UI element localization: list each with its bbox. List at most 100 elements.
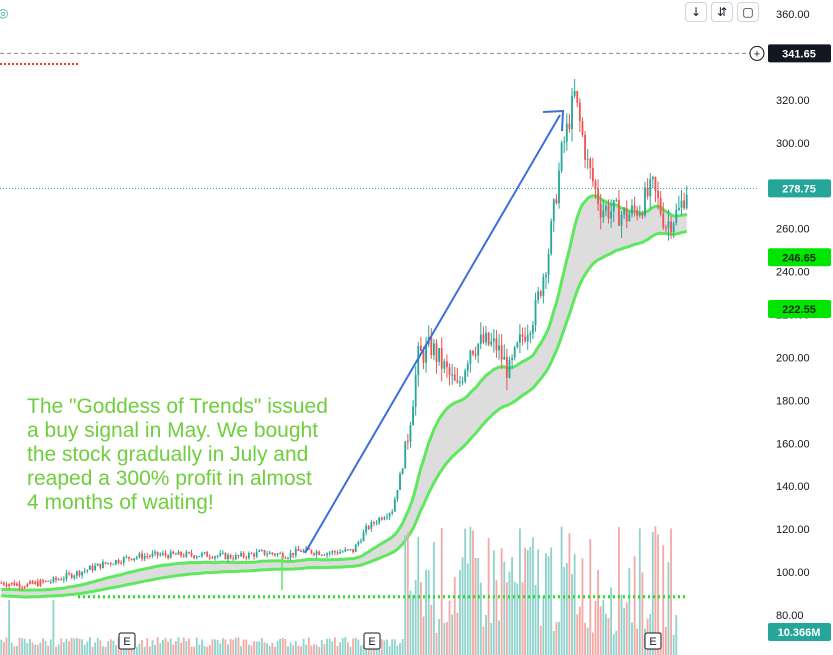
candle-body <box>446 361 448 368</box>
volume-bar <box>623 607 626 655</box>
candle-body <box>586 158 589 160</box>
volume-bar <box>479 582 482 655</box>
candle-body <box>604 205 607 211</box>
candle-body <box>453 374 456 381</box>
volume-bar <box>414 579 417 655</box>
volume-bar <box>500 548 503 655</box>
candle-body <box>526 335 529 342</box>
volume-bar <box>271 642 274 655</box>
candle-body <box>555 199 558 204</box>
candle-body <box>31 581 34 584</box>
candle-body <box>432 343 435 356</box>
rectangle-icon[interactable]: ▢ <box>737 2 759 22</box>
volume-bar <box>323 644 326 655</box>
candle-body <box>185 552 188 557</box>
candle-body <box>26 583 29 587</box>
candle-body <box>117 560 120 563</box>
volume-bar <box>638 528 641 655</box>
y-tick-label: 260.00 <box>776 224 810 236</box>
candle-body <box>662 213 665 228</box>
volume-bar <box>94 642 97 655</box>
candle-body <box>591 167 594 182</box>
candle-body <box>182 555 185 557</box>
volume-bar <box>182 637 185 655</box>
candle-body <box>479 334 482 344</box>
plus-icon: + <box>754 48 760 60</box>
volume-bar <box>193 646 196 655</box>
volume-bar <box>16 645 18 655</box>
volume-bar <box>305 644 308 655</box>
volume-bar <box>360 645 362 655</box>
volume-bar <box>287 646 289 655</box>
candle-body <box>151 553 154 557</box>
candle-body <box>55 577 57 580</box>
candle-body <box>253 553 256 557</box>
plus-circle-icon <box>749 45 765 61</box>
volume-bar <box>578 606 581 655</box>
y-tick-label: 120.00 <box>776 524 810 536</box>
candle-body <box>628 214 631 222</box>
candle-body <box>646 187 649 197</box>
candle-body <box>141 553 143 559</box>
candle-body <box>107 562 110 564</box>
volume-bar <box>211 639 214 655</box>
volume-bar <box>346 642 349 655</box>
volume-bar <box>109 639 112 655</box>
y-tick-label: 320.00 <box>776 95 810 107</box>
candle-body <box>391 511 394 514</box>
candle-body <box>573 91 576 97</box>
volume-bar <box>42 638 44 655</box>
collapse-icon[interactable]: ⇵ <box>711 2 733 22</box>
candle-body <box>505 356 508 378</box>
volume-bar <box>607 618 610 655</box>
candle-body <box>474 354 477 356</box>
candlesticks[interactable] <box>0 79 688 591</box>
candle-body <box>560 142 563 171</box>
volume-bar <box>21 638 24 655</box>
volume-bar <box>581 558 584 655</box>
candle-body <box>516 342 519 348</box>
candle-body <box>472 350 474 355</box>
volume-bar <box>618 527 620 655</box>
candle-body <box>675 210 678 224</box>
volume-bar <box>281 637 284 655</box>
candle-body <box>565 123 568 142</box>
candle-body <box>406 441 409 443</box>
volume-bar <box>670 528 672 655</box>
volume-bar <box>57 644 60 655</box>
earnings-label: E <box>368 636 375 648</box>
candle-body <box>352 549 355 553</box>
candle-body <box>133 558 136 560</box>
volume-bar <box>539 625 542 655</box>
volume-bar <box>31 642 34 655</box>
candle-body <box>346 549 349 551</box>
volume-bar <box>589 539 592 655</box>
volume-bar <box>571 574 573 655</box>
candle-body <box>487 332 490 345</box>
volume-bar <box>292 645 295 655</box>
circle-icon[interactable]: ◎ <box>0 6 9 20</box>
candle-body <box>672 223 675 232</box>
volume-bar <box>651 532 654 655</box>
candle-body <box>227 554 229 560</box>
volume-bar <box>146 638 149 655</box>
volume-bar <box>521 582 524 655</box>
earnings-marker <box>118 632 136 650</box>
volume-bar <box>315 644 318 655</box>
candle-body <box>300 550 302 552</box>
candle-body <box>128 556 130 559</box>
arrow-down-icon[interactable]: ↓ <box>685 2 707 22</box>
volume-bar <box>78 638 81 655</box>
candle-body <box>412 406 414 426</box>
volume-bar <box>563 567 566 655</box>
volume-bar <box>172 644 175 655</box>
volume-bar <box>675 615 678 655</box>
volume-bar <box>195 637 198 655</box>
volume-bar <box>49 639 52 655</box>
volume-bar <box>386 639 388 655</box>
volume-bar <box>2 642 5 655</box>
volume-bar <box>448 600 451 655</box>
candle-body <box>287 557 289 559</box>
